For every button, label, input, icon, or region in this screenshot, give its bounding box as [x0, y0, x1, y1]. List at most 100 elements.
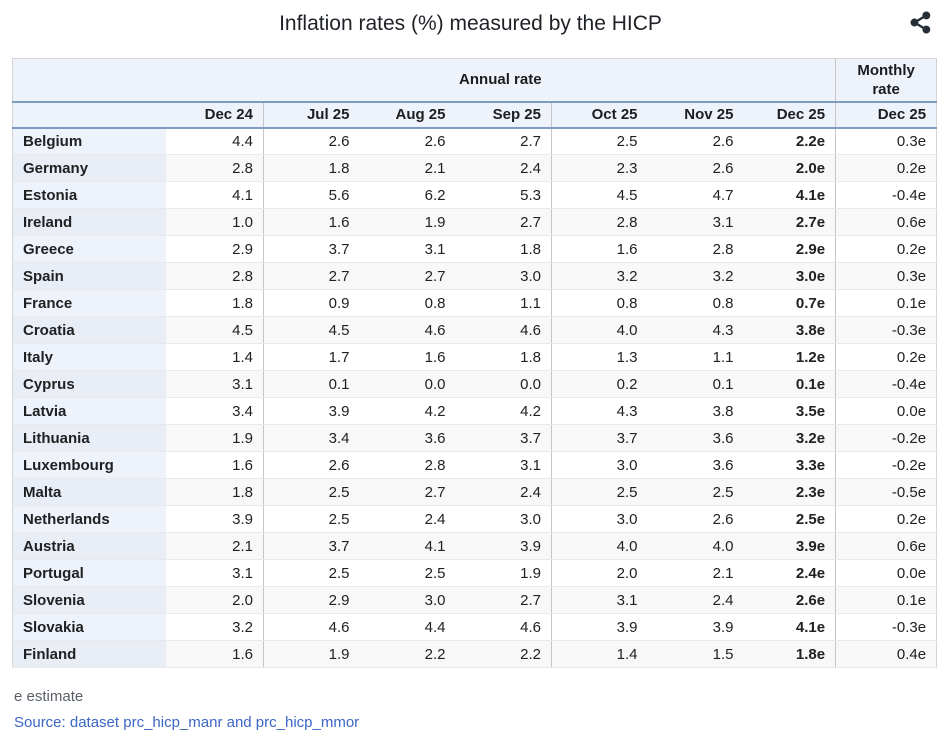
rate-cell: 5.6 [263, 181, 360, 209]
rate-cell: 3.7 [455, 424, 552, 452]
flash-estimate-cell: 2.9e [743, 235, 836, 263]
flash-estimate-cell: 3.3e [743, 451, 836, 479]
source-link[interactable]: Source: dataset prc_hicp_manr and prc_hi… [14, 714, 360, 731]
rate-cell: 4.5 [263, 316, 360, 344]
rate-cell: 0.0 [359, 370, 456, 398]
rate-cell: 2.7 [455, 586, 552, 614]
group-header-row: Annual rate Monthly rate [12, 58, 937, 103]
column-header: Oct 25 [551, 101, 648, 129]
rate-cell: 2.6 [647, 505, 744, 533]
table-row: Slovenia 2.0 2.9 3.0 2.7 3.1 2.4 2.6e 0.1e [12, 586, 937, 614]
rate-cell: 2.0 [165, 586, 264, 614]
table-row: Cyprus 3.1 0.1 0.0 0.0 0.2 0.1 0.1e -0.4e [12, 370, 937, 398]
monthly-rate-cell: -0.2e [835, 451, 937, 479]
table-row: Belgium 4.4 2.6 2.6 2.7 2.5 2.6 2.2e 0.3e [12, 127, 937, 155]
estimate-footnote: e estimate [14, 688, 84, 705]
rate-cell: 4.1 [359, 532, 456, 560]
rate-cell: 1.7 [263, 343, 360, 371]
monthly-rate-cell: 0.3e [835, 262, 937, 290]
share-icon[interactable] [908, 10, 933, 35]
rate-cell: 1.9 [455, 559, 552, 587]
corner-cell [12, 101, 166, 129]
table-row: Italy 1.4 1.7 1.6 1.8 1.3 1.1 1.2e 0.2e [12, 343, 937, 371]
rate-cell: 5.3 [455, 181, 552, 209]
rate-cell: 0.0 [455, 370, 552, 398]
country-cell: Latvia [12, 397, 166, 425]
rate-cell: 1.8 [165, 478, 264, 506]
rate-cell: 3.7 [263, 532, 360, 560]
table-row: Finland 1.6 1.9 2.2 2.2 1.4 1.5 1.8e 0.4e [12, 640, 937, 668]
rate-cell: 4.6 [455, 613, 552, 641]
rate-cell: 2.9 [263, 586, 360, 614]
country-cell: Croatia [12, 316, 166, 344]
table-row: Lithuania 1.9 3.4 3.6 3.7 3.7 3.6 3.2e -0.2e [12, 424, 937, 452]
monthly-rate-cell: -0.4e [835, 181, 937, 209]
rate-cell: 2.6 [647, 154, 744, 182]
rate-cell: 4.4 [165, 127, 264, 155]
rate-cell: 3.1 [165, 559, 264, 587]
rate-cell: 1.6 [359, 343, 456, 371]
rate-cell: 4.0 [551, 532, 648, 560]
rate-cell: 1.1 [455, 289, 552, 317]
rate-cell: 3.7 [263, 235, 360, 263]
rate-cell: 3.1 [165, 370, 264, 398]
monthly-rate-cell: 0.0e [835, 559, 937, 587]
column-header: Nov 25 [647, 101, 744, 129]
rate-cell: 1.9 [263, 640, 360, 668]
country-cell: Cyprus [12, 370, 166, 398]
inflation-table: Annual rate Monthly rate Dec 24 Jul 25 Aug… [12, 58, 938, 668]
rate-cell: 4.5 [165, 316, 264, 344]
monthly-rate-cell: -0.3e [835, 316, 937, 344]
rate-cell: 3.0 [455, 262, 552, 290]
rate-cell: 3.7 [551, 424, 648, 452]
rate-cell: 3.2 [165, 613, 264, 641]
table-row: Estonia 4.1 5.6 6.2 5.3 4.5 4.7 4.1e -0.4e [12, 181, 937, 209]
rate-cell: 1.4 [551, 640, 648, 668]
table-row: Germany 2.8 1.8 2.1 2.4 2.3 2.6 2.0e 0.2e [12, 154, 937, 182]
monthly-rate-cell: 0.4e [835, 640, 937, 668]
rate-cell: 2.7 [455, 127, 552, 155]
table-row: France 1.8 0.9 0.8 1.1 0.8 0.8 0.7e 0.1e [12, 289, 937, 317]
rate-cell: 1.8 [455, 235, 552, 263]
column-header: Dec 24 [165, 101, 264, 129]
monthly-rate-cell: 0.2e [835, 154, 937, 182]
rate-cell: 2.4 [647, 586, 744, 614]
table-row: Portugal 3.1 2.5 2.5 1.9 2.0 2.1 2.4e 0.0e [12, 559, 937, 587]
table-row: Malta 1.8 2.5 2.7 2.4 2.5 2.5 2.3e -0.5e [12, 478, 937, 506]
monthly-rate-cell: -0.5e [835, 478, 937, 506]
table-row: Austria 2.1 3.7 4.1 3.9 4.0 4.0 3.9e 0.6e [12, 532, 937, 560]
rate-cell: 2.5 [359, 559, 456, 587]
table-row: Latvia 3.4 3.9 4.2 4.2 4.3 3.8 3.5e 0.0e [12, 397, 937, 425]
table-row: Spain 2.8 2.7 2.7 3.0 3.2 3.2 3.0e 0.3e [12, 262, 937, 290]
rate-cell: 2.6 [647, 127, 744, 155]
country-cell: Spain [12, 262, 166, 290]
rate-cell: 1.8 [263, 154, 360, 182]
flash-estimate-cell: 2.3e [743, 478, 836, 506]
rate-cell: 4.6 [263, 613, 360, 641]
monthly-rate-cell: 0.3e [835, 127, 937, 155]
rate-cell: 2.6 [263, 127, 360, 155]
country-cell: Slovakia [12, 613, 166, 641]
rate-cell: 1.6 [165, 640, 264, 668]
rate-cell: 0.2 [551, 370, 648, 398]
table-row: Netherlands 3.9 2.5 2.4 3.0 3.0 2.6 2.5e 0.2e [12, 505, 937, 533]
flash-estimate-cell: 4.1e [743, 613, 836, 641]
rate-cell: 2.5 [263, 478, 360, 506]
corner-cell [12, 58, 166, 103]
monthly-rate-cell: 0.1e [835, 586, 937, 614]
country-cell: Slovenia [12, 586, 166, 614]
rate-cell: 3.9 [165, 505, 264, 533]
rate-cell: 2.8 [551, 208, 648, 236]
rate-cell: 4.2 [455, 397, 552, 425]
flash-estimate-cell: 0.1e [743, 370, 836, 398]
rate-cell: 0.9 [263, 289, 360, 317]
monthly-column-header: Dec 25 [835, 101, 937, 129]
rate-cell: 2.7 [359, 478, 456, 506]
rate-cell: 4.6 [455, 316, 552, 344]
country-cell: Luxembourg [12, 451, 166, 479]
rate-cell: 2.4 [455, 154, 552, 182]
country-cell: Estonia [12, 181, 166, 209]
rate-cell: 3.1 [647, 208, 744, 236]
country-cell: Malta [12, 478, 166, 506]
rate-cell: 3.9 [455, 532, 552, 560]
